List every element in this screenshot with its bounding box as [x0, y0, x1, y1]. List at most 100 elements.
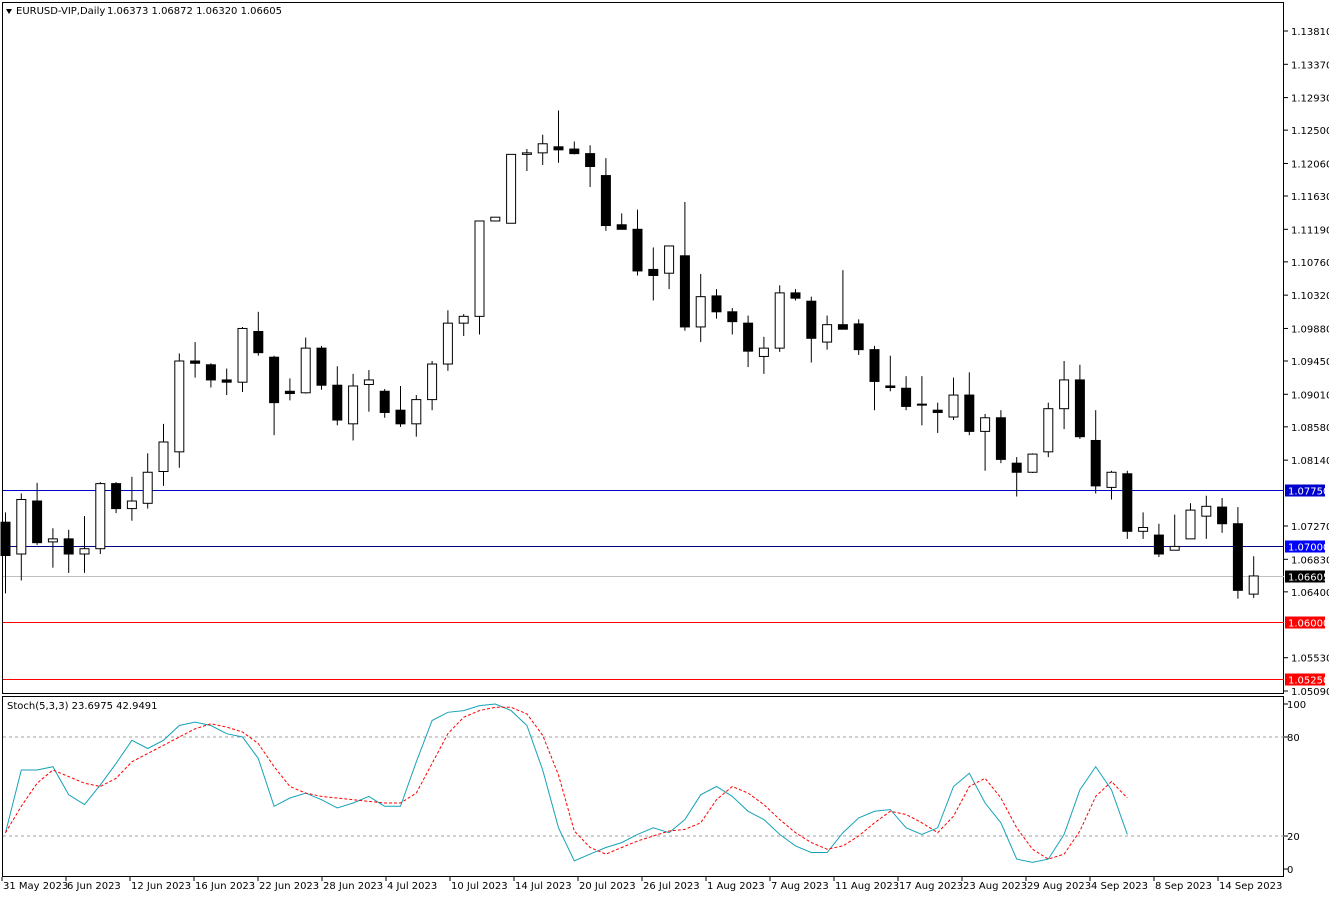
- candle-bear: [253, 330, 264, 354]
- date-label: 12 Jun 2023: [131, 881, 191, 892]
- candle-bull: [1059, 379, 1070, 410]
- date-label: 31 May 2023: [3, 881, 68, 892]
- date-label: 6 Jun 2023: [67, 881, 121, 892]
- price-tick-label: 1.07270: [1291, 522, 1329, 533]
- price-tick-label: 1.13810: [1291, 27, 1329, 38]
- candle-bear: [284, 390, 295, 395]
- candle-bull: [1138, 527, 1149, 532]
- candle-bear: [837, 324, 848, 330]
- candle-bull: [458, 315, 469, 324]
- date-label: 28 Jun 2023: [323, 881, 383, 892]
- level-tag: [1285, 673, 1325, 686]
- candle-bear: [205, 364, 216, 381]
- candle-bear: [32, 500, 43, 544]
- price-panel-frame: [2, 2, 1284, 694]
- date-label: 23 Aug 2023: [963, 881, 1027, 892]
- price-tick-label: 1.12060: [1291, 159, 1329, 170]
- candle-bear: [395, 409, 406, 425]
- level-tag-label: 1.06000: [1288, 619, 1329, 630]
- candle-bear: [648, 268, 659, 276]
- price-tick-label: 1.08140: [1291, 456, 1329, 467]
- stochastic-axis: 100 80 20 0: [3, 700, 1306, 876]
- date-label: 10 Jul 2023: [451, 881, 508, 892]
- candle-bull: [1169, 545, 1180, 551]
- candle-bull: [16, 499, 27, 555]
- candle-bull: [47, 538, 58, 543]
- symbol-label: EURUSD-VIP,Daily: [16, 6, 105, 17]
- price-tick-label: 1.12930: [1291, 94, 1329, 105]
- candle-bear: [111, 483, 122, 510]
- candle-bull: [774, 292, 785, 349]
- candle-bull: [95, 483, 106, 550]
- stochastic-series: [5, 703, 1128, 863]
- candle-bear: [632, 228, 643, 272]
- level-tag: [1285, 570, 1325, 583]
- candle-bull: [822, 324, 833, 343]
- candle-bull: [1201, 505, 1212, 517]
- candle-bull: [79, 548, 90, 555]
- price-tick-label: 1.11630: [1291, 192, 1329, 203]
- candle-bear: [1090, 439, 1101, 487]
- date-label: 26 Jul 2023: [643, 881, 700, 892]
- price-tick-label: 1.10320: [1291, 291, 1329, 302]
- indicator-label: Stoch(5,3,3) 23.6975 42.9491: [7, 701, 158, 712]
- candle-bear: [679, 255, 690, 328]
- candle-bull: [474, 220, 485, 317]
- candle-bull: [537, 143, 548, 154]
- candle-bull: [758, 347, 769, 357]
- collapse-triangle-icon[interactable]: [6, 9, 12, 14]
- candle-bull: [158, 441, 169, 473]
- date-label: 20 Jul 2023: [579, 881, 636, 892]
- stoch-tick-label: 20: [1287, 832, 1300, 843]
- candle-bear: [1232, 523, 1243, 591]
- price-tick-label: 1.06400: [1291, 588, 1329, 599]
- candle-bull: [142, 471, 153, 504]
- candle-bull: [695, 296, 706, 328]
- candle-bull: [126, 500, 137, 510]
- candle-bull: [427, 363, 438, 401]
- price-tick-label: 1.10760: [1291, 258, 1329, 269]
- chart-header: EURUSD-VIP,Daily 1.06373 1.06872 1.06320…: [6, 6, 282, 17]
- candle-bear: [616, 224, 627, 230]
- candle-bear: [190, 360, 201, 364]
- candle-bear: [727, 311, 738, 323]
- candle-bull: [1106, 471, 1117, 488]
- candle-bear: [332, 384, 343, 421]
- candle-bear: [901, 387, 912, 407]
- candle-bear: [569, 148, 580, 155]
- candle-bear: [885, 385, 896, 388]
- candle-bull: [1185, 509, 1196, 540]
- candle-bear: [1074, 379, 1085, 438]
- candle-bear: [221, 379, 232, 383]
- candle-bear: [869, 349, 880, 382]
- candle-bear: [711, 295, 722, 313]
- price-tick-label: 1.08580: [1291, 423, 1329, 434]
- price-tick-label: 1.12500: [1291, 126, 1329, 137]
- candle-bear: [964, 394, 975, 432]
- candle-bear: [1153, 534, 1164, 555]
- candle-bear: [0, 521, 11, 557]
- candle-bear: [600, 175, 611, 227]
- horizontal-levels[interactable]: 1.07750 1.07000 1.06605 1.06000 1.05250: [3, 484, 1329, 687]
- date-label: 16 Jun 2023: [195, 881, 255, 892]
- candle-bull: [442, 322, 453, 365]
- candle-bull: [1043, 408, 1054, 453]
- date-label: 22 Jun 2023: [259, 881, 319, 892]
- candle-bull: [237, 327, 248, 383]
- candle-bear: [790, 292, 801, 299]
- price-tick-label: 1.06830: [1291, 555, 1329, 566]
- date-label: 14 Jul 2023: [515, 881, 572, 892]
- candle-bull: [363, 379, 374, 385]
- candle-bull: [348, 385, 359, 425]
- candle-bull: [1248, 575, 1259, 595]
- date-label: 4 Jul 2023: [387, 881, 437, 892]
- candle-bear: [932, 409, 943, 413]
- candle-bull: [174, 360, 185, 453]
- candle-bear: [63, 538, 74, 555]
- price-tick-label: 1.11190: [1291, 225, 1329, 236]
- price-tick-label: 1.05090: [1291, 687, 1329, 698]
- candle-bull: [980, 417, 991, 432]
- price-tick-label: 1.05530: [1291, 654, 1329, 665]
- stoch-tick-label: 80: [1287, 733, 1300, 744]
- level-tag: [1285, 484, 1325, 497]
